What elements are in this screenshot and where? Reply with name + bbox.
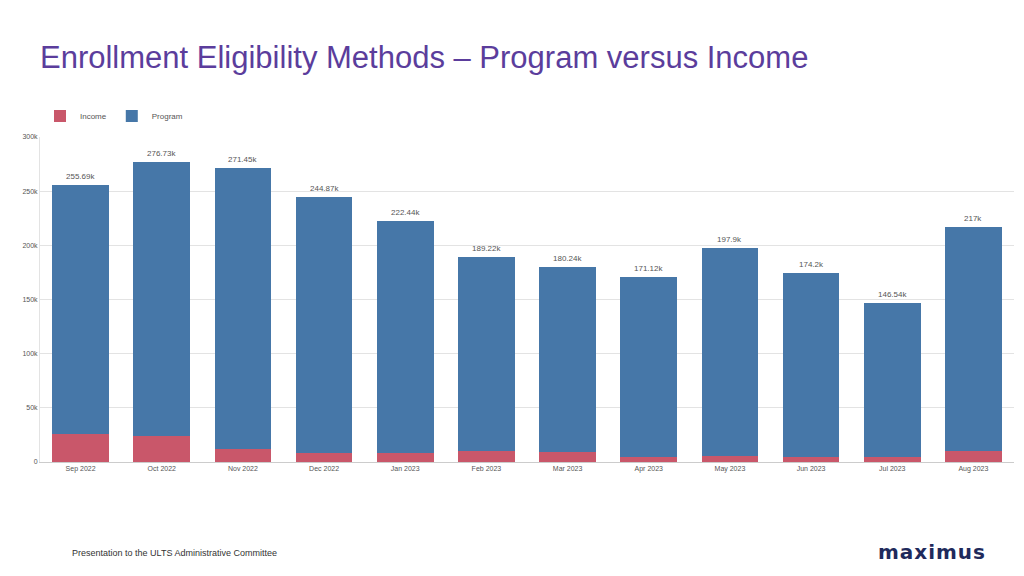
svg-text:Apr 2023: Apr 2023 xyxy=(635,465,664,473)
svg-text:Mar 2023: Mar 2023 xyxy=(553,465,583,472)
svg-text:217k: 217k xyxy=(964,214,982,223)
svg-text:171.12k: 171.12k xyxy=(634,264,663,273)
svg-text:250k: 250k xyxy=(22,188,38,195)
svg-text:271.45k: 271.45k xyxy=(228,155,257,164)
svg-text:276.73k: 276.73k xyxy=(147,149,176,158)
svg-text:174.2k: 174.2k xyxy=(799,260,824,269)
svg-text:Sep 2022: Sep 2022 xyxy=(66,465,96,473)
html-text:Presentation to the ULTS Admin: Presentation to the ULTS Administrative … xyxy=(72,548,277,558)
svg-text:189.22k: 189.22k xyxy=(472,244,501,253)
html-text:maximus: maximus xyxy=(877,540,986,564)
svg-text:222.44k: 222.44k xyxy=(391,208,420,217)
svg-text:150k: 150k xyxy=(22,296,38,303)
svg-text:Jul 2023: Jul 2023 xyxy=(879,465,906,472)
svg-text:Jan 2023: Jan 2023 xyxy=(391,465,420,472)
svg-text:May 2023: May 2023 xyxy=(715,465,746,473)
html-text:Enrollment Eligibility Methods: Enrollment Eligibility Methods – Program… xyxy=(40,40,809,75)
svg-text:Aug 2023: Aug 2023 xyxy=(958,465,988,473)
svg-text:180.24k: 180.24k xyxy=(553,254,582,263)
svg-text:300k: 300k xyxy=(22,133,38,140)
svg-text:244.87k: 244.87k xyxy=(310,184,339,193)
svg-text:197.9k: 197.9k xyxy=(717,235,742,244)
svg-text:0: 0 xyxy=(34,458,38,465)
svg-text:50k: 50k xyxy=(26,404,38,411)
svg-text:Program: Program xyxy=(152,112,183,121)
svg-text:Nov 2022: Nov 2022 xyxy=(228,465,258,472)
svg-text:Dec 2022: Dec 2022 xyxy=(309,465,339,472)
svg-text:100k: 100k xyxy=(22,350,38,357)
svg-text:255.69k: 255.69k xyxy=(66,172,95,181)
svg-text:146.54k: 146.54k xyxy=(878,290,907,299)
svg-text:Feb 2023: Feb 2023 xyxy=(472,465,502,472)
svg-text:Jun 2023: Jun 2023 xyxy=(797,465,826,472)
svg-text:Income: Income xyxy=(80,112,107,121)
svg-text:200k: 200k xyxy=(22,242,38,249)
svg-text:Oct 2022: Oct 2022 xyxy=(148,465,177,472)
